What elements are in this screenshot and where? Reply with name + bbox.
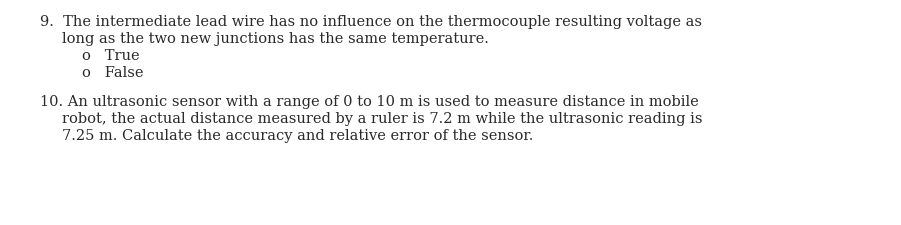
Text: 10. An ultrasonic sensor with a range of 0 to 10 m is used to measure distance i: 10. An ultrasonic sensor with a range of… bbox=[40, 95, 699, 109]
Text: o   False: o False bbox=[82, 66, 143, 80]
Text: long as the two new junctions has the same temperature.: long as the two new junctions has the sa… bbox=[62, 32, 489, 46]
Text: 9.  The intermediate lead wire has no influence on the thermocouple resulting vo: 9. The intermediate lead wire has no inf… bbox=[40, 15, 702, 29]
Text: o   True: o True bbox=[82, 49, 140, 63]
Text: 7.25 m. Calculate the accuracy and relative error of the sensor.: 7.25 m. Calculate the accuracy and relat… bbox=[62, 129, 533, 143]
Text: robot, the actual distance measured by a ruler is 7.2 m while the ultrasonic rea: robot, the actual distance measured by a… bbox=[62, 112, 703, 126]
